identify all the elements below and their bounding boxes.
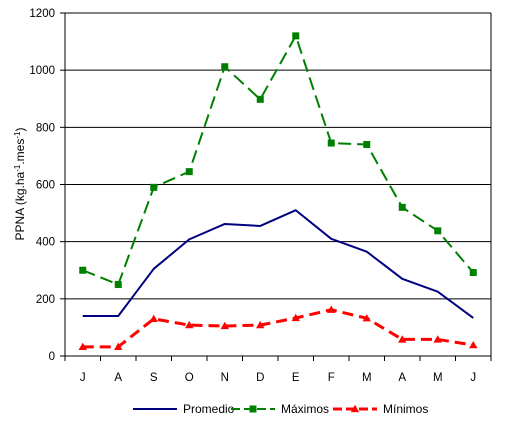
y-tick-labels: 0 200 400 600 800 1000 1200 bbox=[29, 8, 55, 363]
legend-marker bbox=[350, 404, 360, 413]
data-point bbox=[256, 95, 264, 103]
legend-marker bbox=[249, 405, 257, 413]
data-point bbox=[434, 227, 442, 235]
data-point bbox=[114, 281, 122, 289]
data-point bbox=[362, 314, 371, 322]
series-promedio bbox=[82, 209, 474, 319]
data-point bbox=[469, 340, 478, 349]
legend-item: Máximos bbox=[231, 402, 329, 416]
data-point bbox=[398, 335, 407, 343]
data-point bbox=[291, 313, 300, 322]
data-point bbox=[221, 63, 229, 71]
data-point bbox=[292, 32, 300, 40]
data-point bbox=[79, 266, 87, 274]
data-point bbox=[78, 342, 87, 351]
data-point bbox=[256, 320, 265, 329]
y-axis-label: PPNA (kg.ha-1.mes-1) bbox=[13, 128, 28, 241]
series-mínimos bbox=[78, 305, 478, 351]
legend-item: Promedio bbox=[133, 402, 235, 416]
y-tick-label: 600 bbox=[36, 180, 55, 192]
legend-item: Mínimos bbox=[333, 402, 428, 416]
y-tick-label: 0 bbox=[49, 351, 55, 363]
legend-label: Mínimos bbox=[383, 402, 428, 416]
data-point bbox=[185, 320, 194, 329]
legend: Promedio Máximos Mínimos bbox=[133, 402, 428, 416]
data-point bbox=[327, 139, 335, 147]
x-tick-label: D bbox=[256, 372, 264, 384]
x-tick-label: M bbox=[433, 372, 443, 384]
series-line bbox=[82, 308, 474, 349]
y-tick-label: 1000 bbox=[29, 65, 55, 77]
x-tick-label: E bbox=[292, 372, 300, 384]
data-point bbox=[185, 168, 193, 176]
series-line bbox=[82, 209, 474, 319]
x-tick-label: M bbox=[362, 372, 372, 384]
x-tick-label: F bbox=[328, 372, 335, 384]
x-tick-label: N bbox=[221, 372, 229, 384]
x-tick-label: S bbox=[150, 372, 158, 384]
data-point bbox=[149, 314, 158, 322]
data-point bbox=[220, 321, 229, 330]
data-point bbox=[363, 140, 371, 148]
data-point bbox=[150, 183, 158, 191]
x-tick-label: A bbox=[114, 372, 122, 384]
legend-label: Promedio bbox=[183, 402, 235, 416]
x-tick-label: O bbox=[185, 372, 194, 384]
y-tick-label: 400 bbox=[36, 237, 55, 249]
data-point bbox=[433, 335, 442, 343]
x-tick-label: A bbox=[398, 372, 406, 384]
x-tick-label: J bbox=[80, 372, 86, 384]
series-lines bbox=[78, 32, 478, 351]
series-line bbox=[82, 34, 475, 286]
axes bbox=[64, 12, 492, 361]
series-máximos bbox=[79, 32, 477, 289]
legend-label: Máximos bbox=[281, 402, 329, 416]
y-tick-label: 1200 bbox=[29, 8, 55, 20]
data-point bbox=[469, 269, 477, 277]
data-point bbox=[327, 305, 336, 313]
x-tick-label: J bbox=[470, 372, 476, 384]
data-point bbox=[398, 203, 406, 211]
data-point bbox=[114, 342, 123, 351]
gridlines bbox=[60, 12, 491, 357]
y-tick-label: 800 bbox=[36, 122, 55, 134]
y-tick-label: 200 bbox=[36, 294, 55, 306]
